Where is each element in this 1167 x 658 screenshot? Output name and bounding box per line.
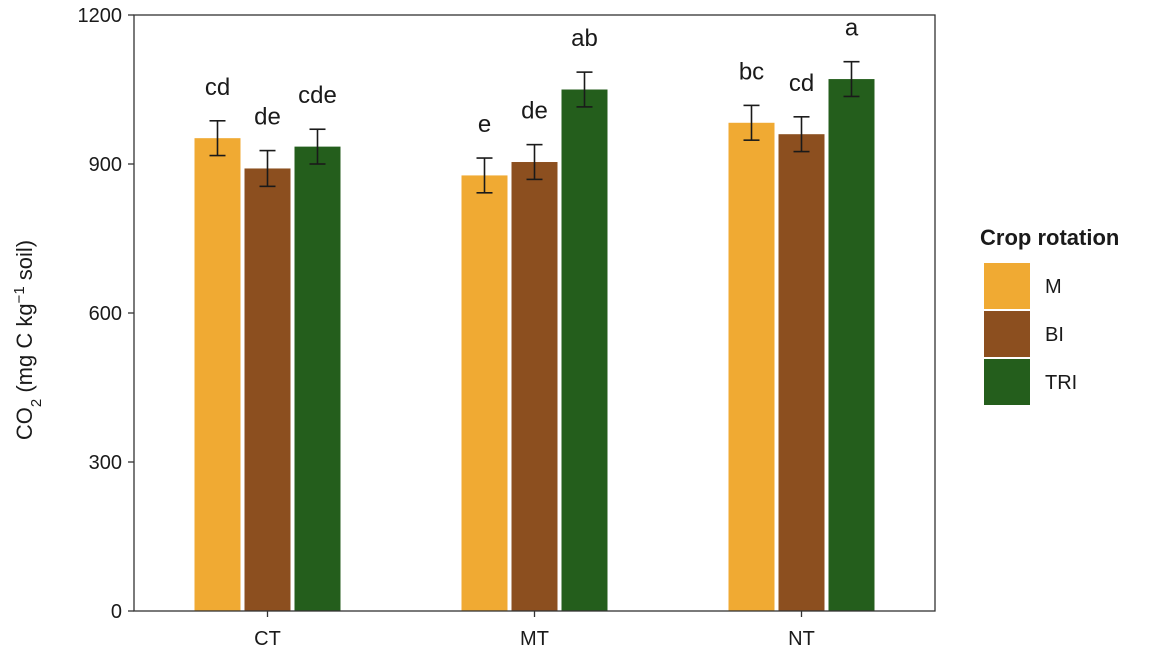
y-tick-label: 600 [89, 303, 122, 325]
error-bar-m-nt [743, 104, 760, 141]
legend-label-bi: BI [1045, 324, 1064, 346]
sig-letter-bi-mt: de [521, 98, 548, 125]
bar-m-mt [461, 175, 508, 611]
sig-letter-tri-mt: ab [571, 25, 598, 52]
sig-letter-tri-ct: cde [298, 82, 337, 109]
legend-label-tri: TRI [1045, 372, 1077, 394]
x-tick-label-nt: NT [788, 628, 815, 650]
bar-bi-mt [511, 162, 558, 611]
error-bar-m-mt [476, 157, 493, 194]
legend-swatch-m [984, 263, 1030, 309]
legend-swatch-tri [984, 359, 1030, 405]
y-tick-label: 900 [89, 154, 122, 176]
sig-letter-bi-ct: de [254, 104, 281, 131]
bar-bi-nt [778, 134, 825, 611]
x-axis-ticks: CT MT NT [254, 628, 815, 650]
error-bar-bi-ct [259, 149, 276, 188]
y-tick-label: 1200 [78, 5, 123, 27]
error-bar-tri-mt [576, 71, 593, 108]
error-bar-m-ct [209, 119, 226, 157]
error-bars [209, 60, 860, 194]
y-axis-ticks: 0 300 600 900 1200 [78, 5, 123, 623]
legend-label-m: M [1045, 276, 1062, 298]
y-tick-label: 300 [89, 452, 122, 474]
sig-letter-m-nt: bc [739, 58, 764, 85]
y-axis-label: CO2 (mg C kg−1 soil) [11, 240, 45, 440]
error-bar-bi-mt [526, 143, 543, 181]
bar-tri-nt [828, 79, 875, 611]
legend-swatch-bi [984, 311, 1030, 357]
legend: Crop rotation M BI TRI [980, 225, 1119, 405]
bar-m-nt [728, 122, 775, 611]
x-tick-label-mt: MT [520, 628, 549, 650]
error-bar-tri-ct [309, 128, 326, 165]
bar-bi-ct [244, 168, 291, 611]
sig-letter-tri-nt: a [845, 15, 859, 42]
sig-letter-m-mt: e [478, 111, 491, 138]
bar-m-ct [194, 138, 241, 611]
sig-letter-m-ct: cd [205, 74, 230, 101]
error-bar-bi-nt [793, 116, 810, 153]
error-bar-tri-nt [843, 60, 860, 98]
y-tick-label: 0 [111, 601, 122, 623]
bar-tri-ct [294, 146, 341, 611]
bar-tri-mt [561, 89, 608, 611]
sig-letter-bi-nt: cd [789, 70, 814, 97]
legend-title: Crop rotation [980, 225, 1119, 250]
x-tick-label-ct: CT [254, 628, 281, 650]
axis-tick-marks [128, 14, 803, 617]
bar-series [194, 79, 875, 611]
